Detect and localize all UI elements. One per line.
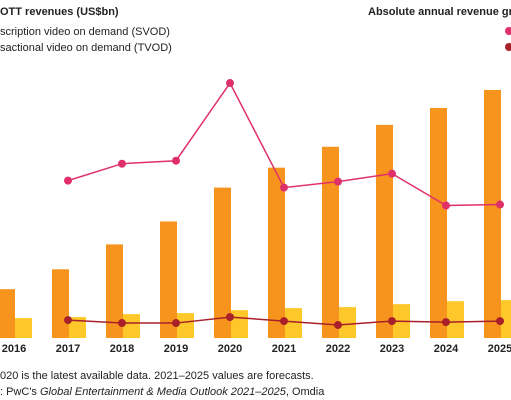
point: [64, 316, 72, 325]
bar: [214, 187, 231, 338]
point: [226, 79, 234, 88]
bar: [160, 221, 177, 338]
point: [496, 200, 504, 209]
bar: [484, 89, 501, 338]
source-title: Global Entertainment & Media Outlook 202…: [40, 386, 287, 398]
source-text: , Omdia: [286, 386, 325, 398]
footnote: 020 is the latest available data. 2021–2…: [0, 370, 314, 382]
chart-title: OTT revenues (US$bn): [0, 6, 119, 18]
point: [496, 317, 504, 326]
x-tick-label: 2018: [110, 343, 134, 355]
bar: [447, 301, 464, 338]
point: [118, 159, 126, 168]
legend-label: sactional video on demand (TVOD): [0, 42, 172, 54]
legend-marker: [505, 43, 511, 51]
bar: [177, 313, 194, 338]
x-tick-label: 2020: [218, 343, 242, 355]
x-tick-label: 2024: [434, 343, 459, 355]
point: [118, 319, 126, 328]
point: [334, 321, 342, 330]
point: [172, 319, 180, 328]
point: [334, 177, 342, 186]
bar: [231, 310, 248, 338]
bar: [322, 146, 339, 338]
source-text: : PwC's: [0, 386, 40, 398]
bar: [123, 314, 140, 338]
x-tick-label: 2023: [380, 343, 404, 355]
x-tick-label: 2019: [164, 343, 188, 355]
point: [442, 318, 450, 327]
point: [280, 317, 288, 326]
point: [226, 313, 234, 322]
point: [388, 317, 396, 326]
bar: [106, 244, 123, 338]
source-note: : PwC's Global Entertainment & Media Out…: [0, 386, 325, 398]
bar: [376, 124, 393, 338]
bar: [268, 167, 285, 338]
x-tick-label: 2016: [2, 343, 26, 355]
bar: [69, 317, 86, 338]
bar: [430, 107, 447, 338]
bar: [15, 318, 32, 338]
bar: [339, 307, 356, 338]
point: [280, 183, 288, 192]
x-tick-label: 2022: [326, 343, 350, 355]
growth-legend-title: Absolute annual revenue growth: [368, 6, 511, 18]
point: [442, 201, 450, 210]
x-tick-label: 2025: [488, 343, 511, 355]
point: [172, 156, 180, 165]
point: [64, 176, 72, 185]
bar: [52, 269, 69, 338]
bar: [285, 308, 302, 338]
bar: [501, 300, 511, 338]
point: [388, 169, 396, 178]
legend-marker: [505, 27, 511, 35]
bar: [0, 289, 15, 338]
x-tick-label: 2017: [56, 343, 80, 355]
x-tick-label: 2021: [272, 343, 296, 355]
legend-label: scription video on demand (SVOD): [0, 26, 170, 38]
